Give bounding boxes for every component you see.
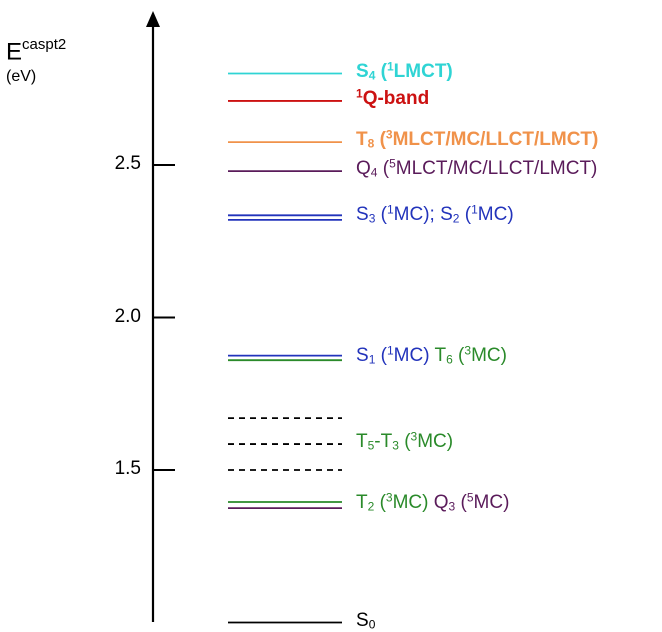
- level-label-part: T: [356, 492, 368, 514]
- level-label-part: 3: [464, 343, 472, 358]
- level-label-part: (: [374, 492, 386, 514]
- level-label: S4 (1LMCT): [356, 58, 453, 83]
- level-label-part: S: [356, 60, 369, 82]
- level-label: Q4 (5MLCT/MC/LLCT/LMCT): [356, 158, 597, 180]
- level-label-part: 5: [389, 156, 396, 171]
- level-label-part: (: [377, 158, 390, 180]
- level-label-part: (: [375, 203, 387, 225]
- level-label: S1 (1MC) T6 (3MC): [356, 343, 507, 367]
- level-label-part: -T: [374, 431, 393, 453]
- level-label-part: 8: [367, 136, 375, 151]
- level-label-part: S: [356, 203, 369, 225]
- tick-label: 2.0: [114, 305, 141, 327]
- tick-label: 1.5: [114, 458, 141, 479]
- level-label-part: 3: [448, 499, 456, 514]
- level-label-part: 6: [446, 352, 453, 367]
- axis-title: Ecaspt2: [6, 36, 66, 67]
- level-label-part: 1: [386, 202, 394, 217]
- level-label-part: MC): [473, 492, 510, 514]
- level-label-part: 1: [368, 352, 376, 367]
- level-label-part: 3: [385, 490, 393, 505]
- level-label-part: 0: [368, 616, 376, 631]
- level-label-part: 5: [367, 438, 375, 453]
- axis-tick-marks: [153, 164, 175, 471]
- level-label-part: 2: [452, 211, 460, 226]
- level-label-part: 3: [392, 438, 399, 453]
- level-label-part: (: [398, 431, 411, 453]
- level-label-part: 4: [370, 165, 378, 180]
- axis-title-superscript: caspt2: [22, 36, 67, 53]
- level-label-part: S: [356, 345, 369, 367]
- level-label-part: Q: [433, 492, 449, 514]
- level-label: S3 (1MC); S2 (1MC): [356, 202, 514, 226]
- level-label-part: 3: [368, 211, 376, 226]
- level-label: T2 (3MC) Q3 (5MC): [356, 490, 510, 514]
- level-label-part: (: [375, 60, 387, 82]
- level-label-part: (: [455, 492, 467, 514]
- level-label-part: MLCT/MC/LLCT/LMCT): [392, 129, 599, 151]
- level-label-part: T: [434, 345, 447, 367]
- level-label-part: T: [356, 129, 368, 151]
- level-label-part: MC): [393, 345, 435, 367]
- level-label-part: S: [356, 609, 369, 631]
- axis-unit: (eV): [6, 68, 37, 85]
- level-label-part: 1: [471, 202, 478, 217]
- energy-level-lines: [228, 72, 342, 624]
- level-label-part: Q-band: [362, 87, 430, 109]
- level-label-part: MC): [471, 345, 507, 367]
- level-label-part: (: [452, 345, 465, 367]
- level-label-part: 2: [367, 499, 375, 514]
- level-label-part: 4: [368, 67, 376, 82]
- level-label-part: 3: [385, 127, 393, 142]
- level-label: 1Q-band: [356, 86, 430, 110]
- level-label-part: Q: [356, 158, 371, 180]
- level-label: S0: [356, 610, 375, 632]
- level-label: T5-T3 (3MC): [356, 429, 454, 453]
- level-label-part: 1: [356, 86, 363, 101]
- level-label-part: MC); S: [393, 203, 453, 225]
- level-label-part: MC): [392, 492, 434, 514]
- level-label-part: MC): [417, 431, 454, 453]
- axis-arrowhead: [146, 11, 160, 27]
- level-label-part: (: [459, 203, 472, 225]
- level-label-part: 1: [386, 58, 394, 73]
- axis-title-main: E: [6, 38, 23, 66]
- level-label-part: 3: [410, 429, 418, 444]
- level-label-part: MC): [477, 203, 514, 225]
- level-label-part: (: [374, 129, 386, 151]
- level-label-part: 5: [466, 490, 474, 505]
- level-label-part: (: [375, 345, 387, 367]
- level-label-part: MLCT/MC/LLCT/LMCT): [395, 158, 598, 180]
- tick-label: 2.5: [114, 153, 141, 174]
- level-label-part: 1: [386, 343, 394, 358]
- level-label: T8 (3MLCT/MC/LLCT/LMCT): [356, 129, 598, 151]
- level-label-part: T: [356, 431, 368, 453]
- level-label-part: LMCT): [393, 60, 453, 82]
